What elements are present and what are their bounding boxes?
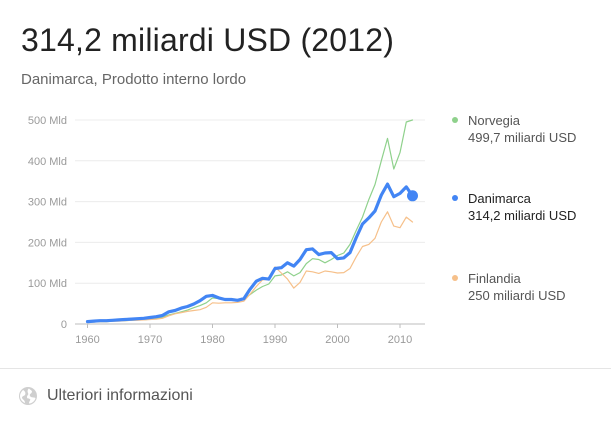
more-info-label: Ulteriori informazioni <box>47 387 193 404</box>
legend-value-finlandia: 250 miliardi USD <box>468 288 566 303</box>
legend-label-danimarca: Danimarca <box>468 191 531 206</box>
page-subtitle: Danimarca, Prodotto interno lordo <box>21 71 247 88</box>
x-tick-label-2010: 2010 <box>388 334 412 346</box>
series-line-danimarca <box>85 182 415 324</box>
legend-label-finlandia: Finlandia <box>468 271 521 286</box>
y-tick-label-300: 300 Mld <box>28 197 67 209</box>
globe-icon <box>19 387 37 405</box>
legend-label-norvegia: Norvegia <box>468 113 521 128</box>
legend-value-danimarca: 314,2 miliardi USD <box>468 208 577 223</box>
legend-dot-finlandia <box>452 275 458 281</box>
gdp-line-chart: 0 100 Mld 200 Mld 300 Mld 400 Mld 500 Mld 1960… <box>28 115 425 346</box>
series-line-finlandia <box>86 211 414 323</box>
y-tick-label-500: 500 Mld <box>28 115 67 127</box>
footer-divider <box>0 368 611 369</box>
legend-dot-danimarca <box>452 195 458 201</box>
highlight-point-danimarca <box>407 190 418 202</box>
y-tick-label-200: 200 Mld <box>28 237 67 249</box>
y-tick-label-0: 0 <box>61 319 67 331</box>
x-tick-label-1990: 1990 <box>263 334 287 346</box>
x-tick-label-1980: 1980 <box>200 334 224 346</box>
legend-dot-norvegia <box>452 117 458 123</box>
y-tick-label-100: 100 Mld <box>28 278 67 290</box>
legend-value-norvegia: 499,7 miliardi USD <box>468 130 577 145</box>
page-title: 314,2 miliardi USD (2012) <box>21 22 395 58</box>
x-tick-label-1970: 1970 <box>138 334 162 346</box>
y-tick-label-400: 400 Mld <box>28 156 67 168</box>
x-tick-label-1960: 1960 <box>75 334 99 346</box>
more-info-link[interactable]: Ulteriori informazioni <box>18 383 193 409</box>
x-tick-label-2000: 2000 <box>325 334 349 346</box>
